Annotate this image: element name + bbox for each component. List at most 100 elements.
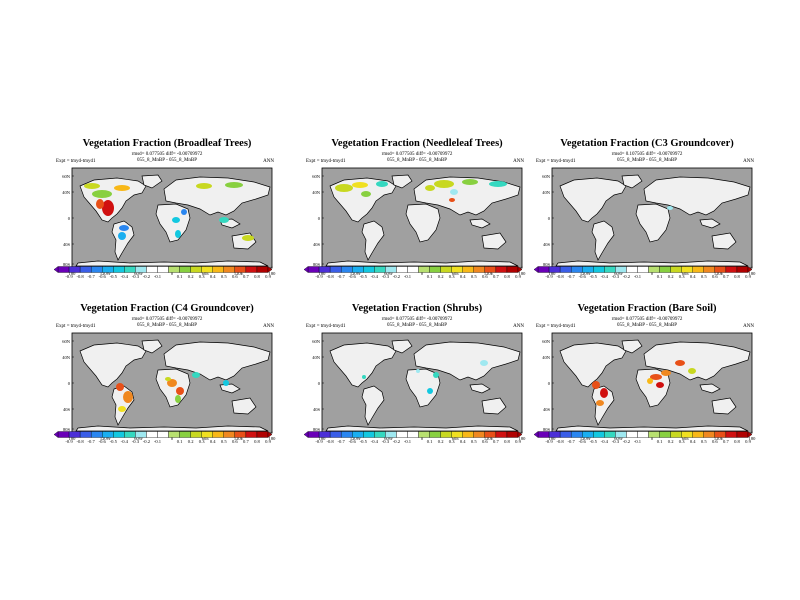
lat-tick-label: 0 [548, 216, 551, 221]
lat-tick-label: 60N [62, 174, 71, 179]
colorbar-segment [307, 266, 320, 273]
colorbar-label: -0.5 [589, 439, 597, 444]
stats-line2: 055_8_MnBP - 055_8_MnBP [386, 323, 448, 328]
map-panel: Vegetation Fraction (C4 Groundcover) rmsd… [54, 303, 280, 473]
colorbar [54, 431, 272, 438]
colorbar-segment [582, 266, 594, 273]
land-eurasia [163, 176, 271, 216]
lon-tick-label: 60W [384, 271, 394, 276]
colorbar-segment [352, 431, 364, 438]
colorbar-label: -0.3 [611, 439, 619, 444]
land-islands-se-asia [699, 383, 721, 394]
colorbar-segment [79, 431, 92, 438]
colorbar-segment [146, 431, 158, 438]
colorbar-segment [90, 266, 103, 273]
colorbar-segment [329, 431, 342, 438]
colorbar-segment [340, 266, 353, 273]
diff-patch [675, 360, 685, 366]
colorbar-min-arrow [534, 431, 539, 438]
colorbar-segment [637, 266, 649, 273]
colorbar-label: 0.5 [700, 439, 707, 444]
land-south-america [591, 385, 615, 426]
colorbar-labels: -0.9 -0.8 -0.7 -0.6 -0.5 -0.4 -0.3 -0.2 -0.1 0.1 0… [536, 439, 750, 447]
colorbar-label: -0.2 [392, 274, 401, 279]
colorbar-segment [201, 266, 213, 273]
colorbar-segment [681, 266, 693, 273]
colorbar-label: -0.6 [348, 439, 356, 444]
lon-tick-label: 60E [202, 436, 210, 441]
colorbar-segment [626, 431, 638, 438]
colorbar-label: 0.5 [220, 274, 227, 279]
colorbar-label: -0.1 [153, 274, 162, 279]
colorbar-label: 0.2 [667, 274, 674, 279]
lat-tick-label: 40S [313, 242, 321, 247]
colorbar-segment [113, 266, 125, 273]
colorbar-segment [473, 266, 486, 273]
colorbar-segment [168, 431, 180, 438]
lat-tick-label: 0 [548, 381, 551, 386]
colorbar-segment [329, 266, 342, 273]
colorbar-segment [124, 266, 136, 273]
lat-tick-label: 0 [318, 381, 321, 386]
colorbar-segment [245, 431, 258, 438]
diff-patch [96, 199, 104, 209]
diff-patch [416, 369, 420, 373]
colorbar-segment [714, 431, 727, 438]
colorbar-segment [725, 431, 738, 438]
colorbar-label: 0.7 [243, 274, 249, 279]
colorbar-segment [473, 431, 486, 438]
land-eurasia [413, 341, 521, 381]
colorbar-label: 0.9 [265, 274, 271, 279]
stats-line1: rmsd= 0.107505 diff= -0.00709972 [611, 152, 683, 157]
colorbar-segment [113, 431, 125, 438]
stats-line2: 055_8_MnBP - 055_8_MnBP [386, 158, 448, 163]
colorbar-label: 0.9 [745, 274, 751, 279]
colorbar-segment [429, 431, 441, 438]
colorbar [534, 266, 752, 273]
lon-tick-label: 180 [749, 436, 757, 441]
lon-tick-label: 120E [234, 436, 244, 441]
diff-patch [656, 382, 664, 388]
colorbar-segment [593, 266, 605, 273]
colorbar-label: 0.8 [254, 439, 260, 444]
lon-tick-label: 60E [682, 436, 690, 441]
land-islands-se-asia [469, 218, 491, 229]
lat-tick-label: 60N [312, 174, 321, 179]
colorbar-label: -0.4 [120, 274, 128, 279]
colorbar-label: -0.7 [337, 439, 345, 444]
land-australia [481, 232, 507, 250]
expt-label: Expt = tmyd-tmyd1 [536, 159, 576, 164]
lat-tick-label: 40N [542, 355, 551, 360]
expt-label: Expt = tmyd-tmyd1 [306, 159, 346, 164]
colorbar-label: -0.6 [348, 274, 356, 279]
colorbar-label: 0.1 [426, 274, 433, 279]
lon-tick-label: 120E [714, 271, 724, 276]
colorbar-segment [548, 431, 561, 438]
diff-patch [116, 383, 124, 391]
lat-tick-label: 60N [542, 174, 551, 179]
colorbar-label: -0.5 [359, 439, 367, 444]
colorbar-segment [135, 431, 147, 438]
stats-text: rmsd= 0.077505 diff= -0.00709972 055_8_Mn… [304, 152, 530, 164]
colorbar-segment [385, 431, 397, 438]
colorbar-label: 0.1 [426, 439, 433, 444]
colorbar-segment [559, 266, 572, 273]
lon-tick-label: 120E [234, 271, 244, 276]
colorbar-label: 0.6 [231, 439, 238, 444]
lon-tick-label: 180 [549, 436, 557, 441]
colorbar-label: 0.3 [678, 274, 685, 279]
map-plot: 60N 40N 0 40S 80S 180 120W 60W 0 60E 120E 180 [542, 167, 756, 276]
colorbar-label: 0.3 [448, 439, 455, 444]
colorbar-label: 0.7 [493, 439, 499, 444]
colorbar-label: 0.6 [481, 274, 488, 279]
lon-tick-label: 180 [319, 271, 327, 276]
colorbar-segment [440, 431, 452, 438]
colorbar-label: 0.2 [437, 274, 444, 279]
colorbar-segment [692, 266, 704, 273]
colorbar-label: 0.2 [667, 439, 674, 444]
colorbar [304, 266, 522, 273]
lat-tick-label: 40N [312, 355, 321, 360]
land-australia [711, 232, 737, 250]
colorbar-label: 0.9 [515, 274, 521, 279]
colorbar-segment [604, 431, 616, 438]
